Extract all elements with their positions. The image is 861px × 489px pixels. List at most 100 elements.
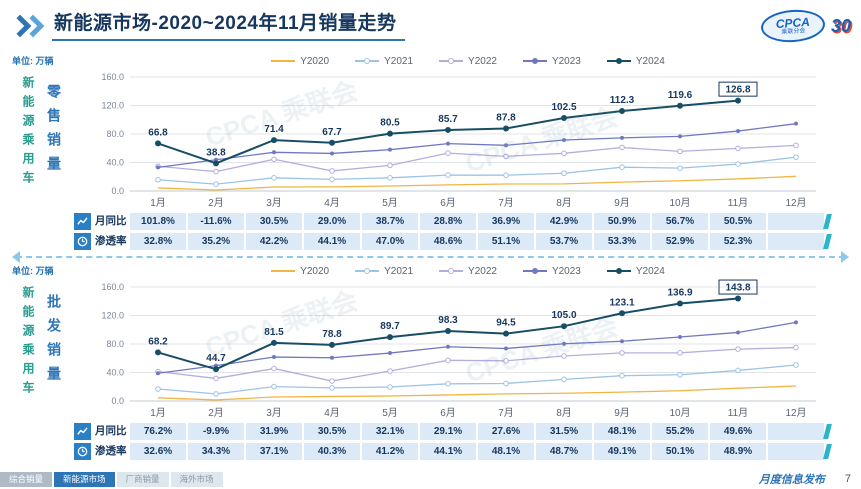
svg-text:44.7: 44.7 xyxy=(206,353,226,364)
logo-subtitle: 乘联分会 xyxy=(781,27,806,36)
footer-right: 月度信息发布 7 xyxy=(759,471,851,487)
svg-text:80.5: 80.5 xyxy=(380,118,400,129)
table-cell: 49.1% xyxy=(594,443,650,460)
legend-item: Y2020 xyxy=(271,56,329,67)
series-Y2024: 68.2 44.7 81.5 78.8 89.7 98.3 94.5 105.0 123.1 13… xyxy=(148,279,758,373)
svg-text:2月: 2月 xyxy=(208,407,224,419)
legend-item: Y2021 xyxy=(355,266,413,277)
header: 新能源市场-2020~2024年11月销量走势 CPCA 乘联分会 30 xyxy=(8,7,851,52)
panel-side-labels: 单位: 万辆 新能源乘用车 批发销量 xyxy=(12,264,68,460)
table-cell: 41.2% xyxy=(362,443,418,460)
series-Y2021 xyxy=(155,154,799,187)
page-number: 7 xyxy=(844,473,851,485)
table-cell: -11.6% xyxy=(188,213,244,230)
table-cell: 48.7% xyxy=(536,443,592,460)
svg-text:10月: 10月 xyxy=(669,407,690,419)
legend-item: Y2023 xyxy=(522,56,581,67)
logo-oval: CPCA 乘联分会 xyxy=(759,7,827,45)
svg-text:7月: 7月 xyxy=(498,407,514,419)
svg-text:11月: 11月 xyxy=(728,197,748,209)
svg-text:5月: 5月 xyxy=(382,407,398,419)
svg-text:78.8: 78.8 xyxy=(322,329,342,340)
table-cell: 40.3% xyxy=(304,443,360,460)
table-cell: 37.1% xyxy=(246,443,302,460)
table-cell: 31.5% xyxy=(536,423,592,440)
svg-text:89.7: 89.7 xyxy=(380,321,400,332)
legend-item: Y2024 xyxy=(606,266,665,277)
table-cell: 38.7% xyxy=(362,213,418,230)
svg-text:3月: 3月 xyxy=(266,197,282,209)
wholesale-panel: 单位: 万辆 新能源乘用车 批发销量 Y2020 Y2021 Y2022 Y2023 Y… xyxy=(12,264,832,460)
table-row: 月同比 101.8% -11.6% 30.5% 29.0% 38.7% 28.8% 36.9… xyxy=(68,213,832,230)
table-cell: 42.9% xyxy=(536,213,592,230)
svg-text:40.0: 40.0 xyxy=(106,368,124,378)
svg-text:11月: 11月 xyxy=(728,407,748,419)
series-Y2024: 66.8 38.8 71.4 67.7 80.5 85.7 87.8 102.5 112.3 11… xyxy=(148,81,758,167)
legend-item: Y2020 xyxy=(271,266,329,277)
footer-tabs: 综合销量 新能源市场 厂商销量 海外市场 xyxy=(0,471,223,487)
chevron-icon xyxy=(21,14,45,38)
svg-text:143.8: 143.8 xyxy=(725,283,750,294)
footer-tab[interactable]: 综合销量 xyxy=(0,471,53,487)
table-cell: 101.8% xyxy=(130,213,186,230)
legend-item: Y2024 xyxy=(606,56,665,67)
svg-text:5月: 5月 xyxy=(382,197,398,209)
series-Y2020 xyxy=(157,175,797,191)
table-cell: 29.0% xyxy=(304,213,360,230)
svg-text:0.0: 0.0 xyxy=(111,186,124,196)
svg-text:7月: 7月 xyxy=(498,197,514,209)
legend: Y2020 Y2021 Y2022 Y2023 Y2024 xyxy=(108,54,828,68)
footer-tab[interactable]: 厂商销量 xyxy=(116,471,169,487)
table-cell: 55.2% xyxy=(652,423,708,440)
retail-data-table: 月同比 101.8% -11.6% 30.5% 29.0% 38.7% 28.8% 36.9… xyxy=(68,213,832,250)
wholesale-data-table: 月同比 76.2% -9.9% 31.9% 30.5% 32.1% 29.1% 27.6% 3… xyxy=(68,423,832,460)
table-cell: 52.9% xyxy=(652,233,708,250)
table-cell xyxy=(768,213,824,230)
series-Y2020 xyxy=(157,385,797,401)
table-cell xyxy=(768,233,824,250)
svg-text:38.8: 38.8 xyxy=(206,147,226,158)
table-row: 月同比 76.2% -9.9% 31.9% 30.5% 32.1% 29.1% 27.6% 3… xyxy=(68,423,832,440)
svg-text:2月: 2月 xyxy=(208,197,224,209)
table-cell: 48.1% xyxy=(594,423,650,440)
table-cell: 31.9% xyxy=(246,423,302,440)
table-cell: 29.1% xyxy=(420,423,476,440)
series-Y2022 xyxy=(155,344,799,384)
svg-text:4月: 4月 xyxy=(324,197,340,209)
table-cell: 27.6% xyxy=(478,423,534,440)
footer-tab[interactable]: 海外市场 xyxy=(170,471,223,487)
cpca-logo: CPCA 乘联分会 30 xyxy=(759,7,851,45)
svg-text:102.5: 102.5 xyxy=(551,102,576,113)
footer-tab[interactable]: 新能源市场 xyxy=(54,471,115,487)
svg-text:6月: 6月 xyxy=(440,197,456,209)
svg-text:136.9: 136.9 xyxy=(667,287,692,298)
legend-item: Y2023 xyxy=(522,266,581,277)
table-row-label: 渗透率 xyxy=(95,235,127,247)
table-cell: 42.2% xyxy=(246,233,302,250)
svg-text:112.3: 112.3 xyxy=(610,95,635,106)
table-cell: 76.2% xyxy=(130,423,186,440)
table-cell: 48.1% xyxy=(478,443,534,460)
double-chevron-icon xyxy=(8,14,45,38)
table-cell: 53.3% xyxy=(594,233,650,250)
table-row-label: 月同比 xyxy=(95,425,127,437)
svg-text:126.8: 126.8 xyxy=(725,85,750,96)
svg-text:123.1: 123.1 xyxy=(609,297,634,308)
svg-text:66.8: 66.8 xyxy=(148,127,168,138)
table-cell: 30.5% xyxy=(246,213,302,230)
svg-text:160.0: 160.0 xyxy=(101,282,124,292)
page-title: 新能源市场-2020~2024年11月销量走势 xyxy=(52,8,405,41)
legend-item: Y2021 xyxy=(355,56,413,67)
table-cell: 44.1% xyxy=(420,443,476,460)
footer: 综合销量 新能源市场 厂商销量 海外市场 月度信息发布 7 xyxy=(0,469,861,489)
table-cell: 48.9% xyxy=(710,443,766,460)
table-cell: 32.8% xyxy=(130,233,186,250)
publish-note: 月度信息发布 xyxy=(758,474,825,486)
dashed-divider xyxy=(12,251,849,263)
legend-item: Y2022 xyxy=(439,266,497,277)
table-cell: 28.8% xyxy=(420,213,476,230)
table-row-label: 月同比 xyxy=(95,215,127,227)
svg-text:12月: 12月 xyxy=(785,407,806,419)
